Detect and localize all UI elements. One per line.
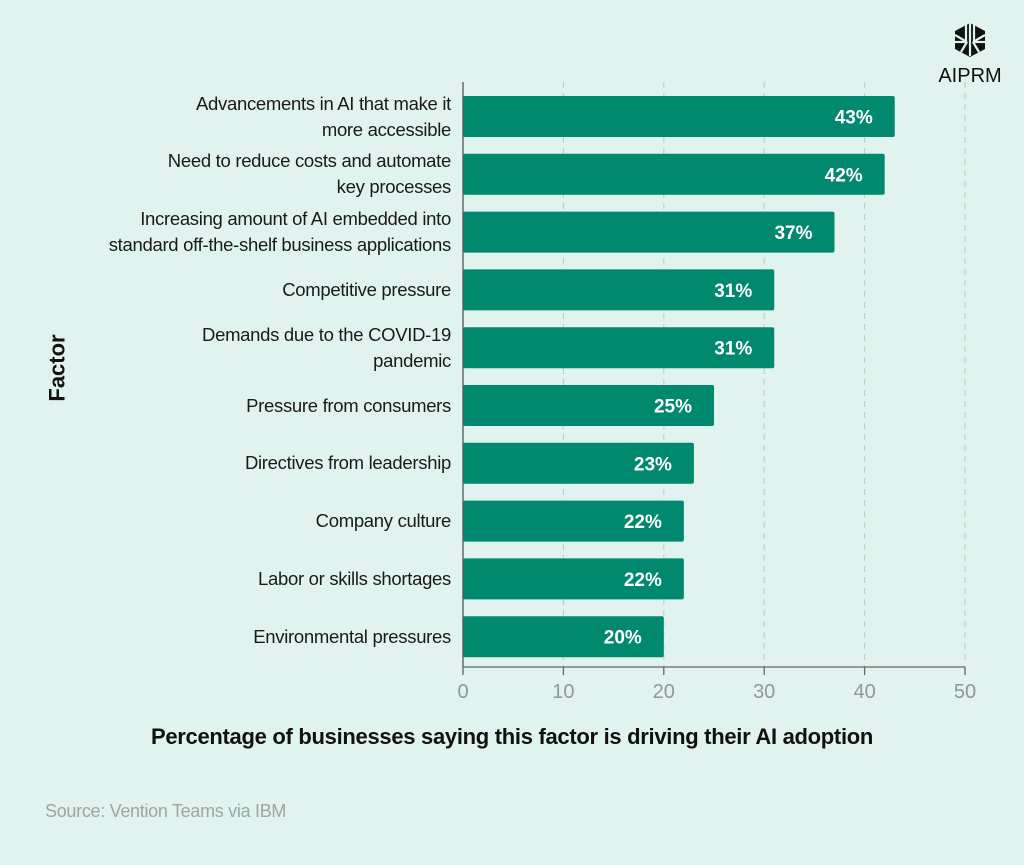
bar <box>463 442 694 484</box>
bar-value-label: 31% <box>714 339 752 360</box>
category-label: Need to reduce costs and automate key pro… <box>31 148 452 200</box>
bar-value-label: 37% <box>774 223 812 244</box>
bar-value-label: 20% <box>604 628 642 649</box>
bar <box>463 153 885 195</box>
category-label-line: Need to reduce costs and automate <box>167 150 452 172</box>
logo-text: AIPRM <box>938 65 1002 87</box>
category-label-line: Advancements in AI that make it <box>196 92 451 114</box>
x-tick-label: 20 <box>653 681 675 703</box>
bar-value-label: 22% <box>624 512 662 533</box>
category-label: Labor or skills shortages <box>31 566 451 592</box>
category-label-line: more accessible <box>321 118 451 140</box>
x-tick-label: 0 <box>457 681 468 703</box>
x-tick-label: 50 <box>954 681 976 703</box>
bar <box>463 385 714 426</box>
category-label-line: pandemic <box>373 349 451 371</box>
category-label: Environmental pressures <box>31 624 451 650</box>
bar <box>463 96 895 137</box>
bar-value-label: 31% <box>714 281 752 302</box>
category-label-line: Increasing amount of AI embedded into <box>140 208 451 230</box>
category-label-line: Pressure from consumers <box>246 394 451 416</box>
bar <box>463 558 684 600</box>
x-axis-label: Percentage of businesses saying this fac… <box>150 724 874 749</box>
bar <box>463 327 775 369</box>
category-label: Directives from leadership <box>31 450 451 476</box>
source-note: Source: Vention Teams via IBM <box>45 801 287 821</box>
bar <box>463 616 664 658</box>
bar-value-label: 42% <box>825 165 863 186</box>
x-tick-label: 40 <box>853 681 875 703</box>
bar-value-label: 43% <box>835 108 873 129</box>
category-label-line: Demands due to the COVID-19 <box>202 323 451 345</box>
bar <box>463 211 835 253</box>
category-label-line: Company culture <box>315 510 452 532</box>
x-tick-label: 10 <box>552 681 574 703</box>
aiprm-logo: AIPRM <box>936 22 1004 88</box>
category-label: Company culture <box>31 508 452 534</box>
x-tick-label: 30 <box>753 681 775 703</box>
category-label: Advancements in AI that make it more acce… <box>31 91 451 143</box>
bar <box>463 500 684 542</box>
category-label: Increasing amount of AI embedded into sta… <box>31 206 452 258</box>
aiprm-logo-icon <box>954 23 986 57</box>
category-label: Demands due to the COVID-19 pandemic <box>31 322 451 374</box>
bar-value-label: 23% <box>634 454 672 475</box>
y-axis-label: Factor <box>44 334 70 402</box>
category-label: Pressure from consumers <box>31 393 451 419</box>
category-label-line: Labor or skills shortages <box>257 567 451 589</box>
category-label-line: standard off-the-shelf business applicat… <box>108 234 452 256</box>
category-label-line: Competitive pressure <box>282 278 451 300</box>
bar-value-label: 22% <box>624 570 662 591</box>
category-label: Competitive pressure <box>31 277 451 303</box>
category-label-line: Directives from leadership <box>244 452 451 474</box>
bar-value-label: 25% <box>654 397 692 418</box>
bar <box>463 269 775 311</box>
category-label-line: Environmental pressures <box>253 625 451 647</box>
category-label-line: key processes <box>336 176 452 198</box>
